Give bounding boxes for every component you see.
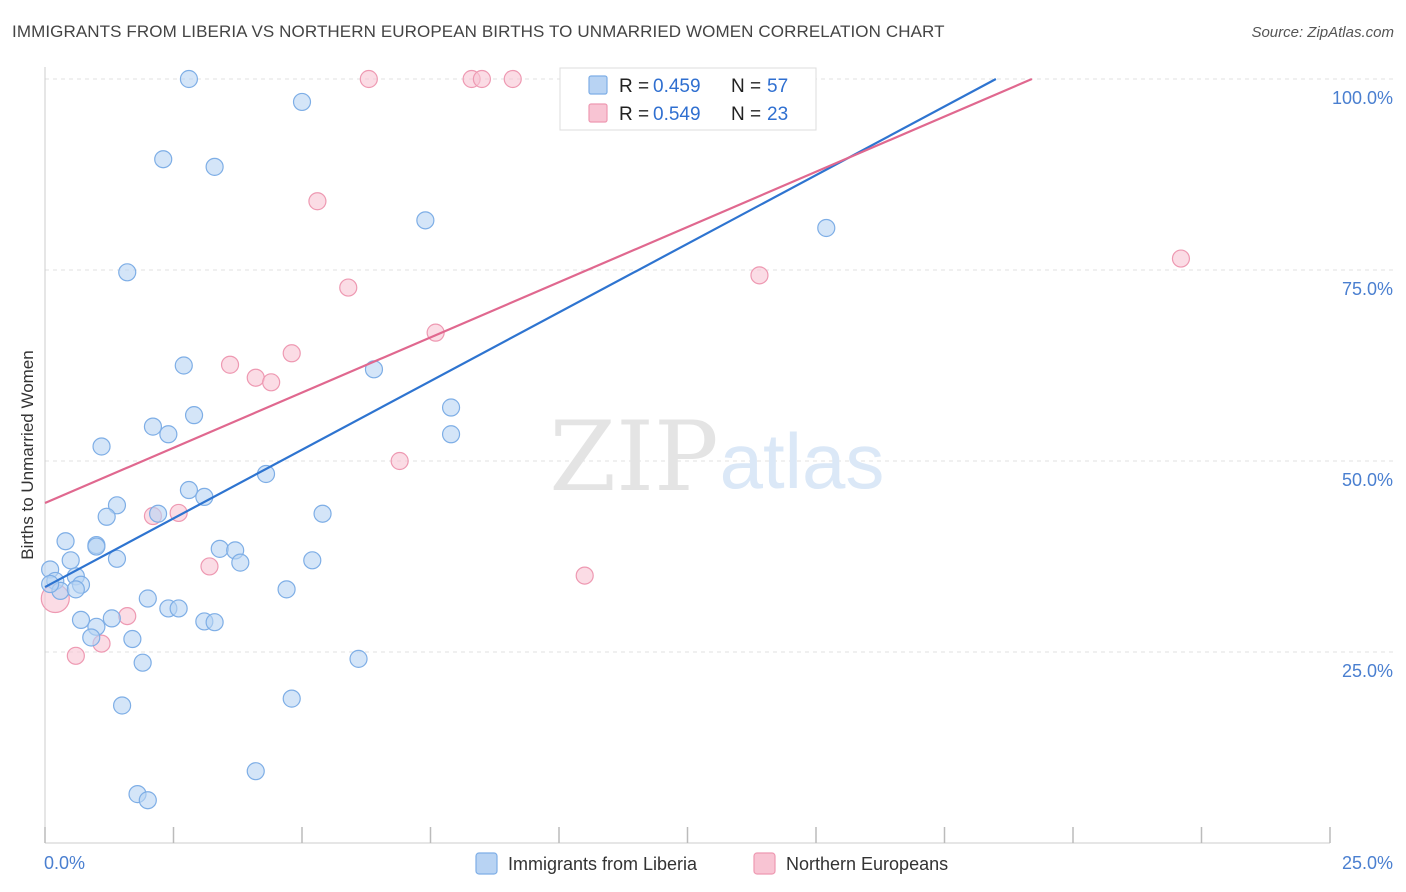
trend-line-pink [44,77,1033,505]
data-point [750,266,769,285]
series-legend: Immigrants from Liberia Northern Europea… [475,852,948,875]
data-point [210,539,229,558]
y-tick-label: 50.0% [1342,470,1393,490]
data-point [184,406,204,425]
data-point [107,549,127,568]
watermark: ZIP atlas [549,401,884,513]
data-point [231,553,250,572]
legend-n-label-2: N = [731,104,761,125]
data-point [107,496,127,515]
y-tick-label: 75.0% [1342,279,1393,299]
data-point [575,566,594,585]
data-point [123,629,142,649]
data-point [112,696,132,715]
data-point [159,425,178,444]
data-point [205,613,224,632]
data-point [102,609,121,628]
axes [44,67,1331,844]
data-point [416,211,435,230]
data-point [282,344,301,363]
x-tick-label-max: 25.0% [1342,853,1393,873]
legend-r-label-1: R = [619,76,649,97]
data-point [148,504,168,523]
data-point [817,218,836,238]
data-point [92,437,111,456]
data-point [169,599,188,618]
data-point [179,480,199,500]
data-point [220,355,240,374]
chart-source: Source: ZipAtlas.com [1251,24,1394,41]
data-point [441,398,461,417]
data-point [61,551,80,570]
data-point [118,263,137,282]
data-point [87,537,106,556]
data-point [205,157,224,176]
data-point [292,92,312,112]
data-point [303,551,322,570]
data-point [1171,249,1191,268]
data-point [308,192,327,211]
data-point [503,69,522,89]
legend-n-value-2: 23 [767,104,788,125]
data-point [246,762,265,781]
watermark-zip: ZIP [549,401,718,513]
legend-bottom-swatch-pink [753,852,776,875]
data-point [339,278,358,297]
data-point [472,69,491,89]
data-point [66,580,85,599]
data-point [97,507,116,526]
legend-n-label-1: N = [731,76,761,97]
data-point [138,791,157,810]
data-point [313,504,332,523]
data-point [282,689,301,708]
data-point [200,557,219,576]
y-tick-label: 100.0% [1332,88,1393,108]
data-point [174,356,193,375]
legend-bottom-swatch-blue [475,852,498,875]
data-point [246,368,265,387]
data-point [154,150,173,169]
series-northern-europeans-points [40,69,1191,665]
data-point [179,69,199,89]
data-point [133,653,152,672]
data-point [441,425,461,444]
legend-series-northern-europeans: Northern Europeans [786,854,948,874]
series-liberia-points [41,69,836,810]
gridlines [45,78,1393,653]
legend-r-value-1: 0.459 [653,76,701,97]
legend-swatch-blue [588,75,608,95]
data-point [71,610,91,630]
chart-title: IMMIGRANTS FROM LIBERIA VS NORTHERN EURO… [12,22,945,41]
y-axis-title: Births to Unmarried Women [18,350,37,559]
y-tick-label: 25.0% [1342,661,1393,681]
data-point [262,373,281,392]
watermark-atlas: atlas [720,417,885,505]
data-point [359,69,378,89]
data-point [390,451,409,471]
legend-r-label-2: R = [619,104,649,125]
data-point [56,532,75,551]
data-point [118,606,137,626]
legend-series-liberia: Immigrants from Liberia [508,854,698,874]
data-point [277,580,296,599]
data-point [66,646,85,665]
data-point [143,417,163,436]
data-point [349,649,368,668]
trend-lines [44,77,1033,589]
correlation-legend: R = 0.459 N = 57 R = 0.549 N = 23 [559,67,817,131]
legend-n-value-1: 57 [767,76,788,97]
x-tick-label-min: 0.0% [44,853,85,873]
data-point [138,589,157,608]
legend-swatch-pink [588,103,608,123]
y-tick-labels: 25.0% 50.0% 75.0% 100.0% [1332,88,1393,681]
legend-r-value-2: 0.549 [653,104,701,125]
data-point [82,628,101,647]
